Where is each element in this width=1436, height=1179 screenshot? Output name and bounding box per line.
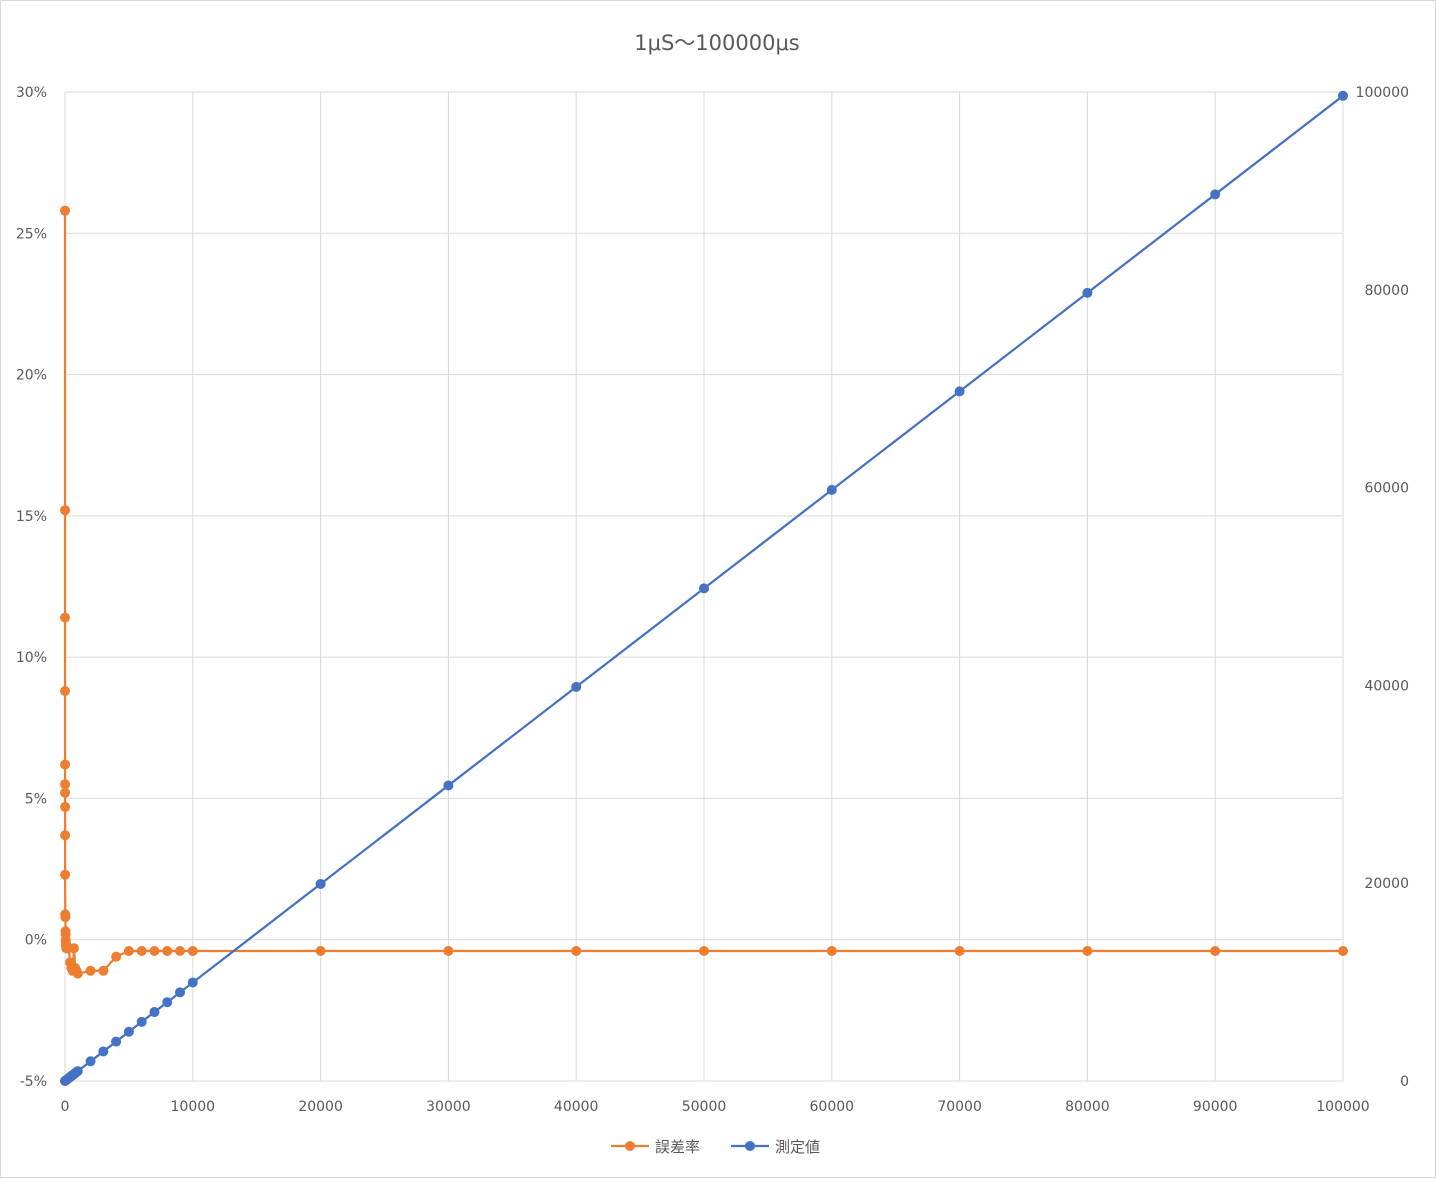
data-point [443, 780, 454, 791]
legend-entry[interactable]: 測定値 [731, 1138, 820, 1156]
x-axis-tick-label: 30000 [426, 1099, 471, 1115]
data-point [72, 968, 83, 979]
data-point [1210, 189, 1221, 200]
series-誤差率 [60, 205, 1348, 979]
legend-label: 誤差率 [655, 1138, 700, 1156]
data-point [98, 1046, 109, 1057]
data-point [187, 946, 198, 957]
plot-area [60, 90, 1348, 1086]
data-point [85, 965, 96, 976]
data-point [60, 801, 71, 812]
data-point [60, 779, 71, 790]
x-axis-tick-label: 80000 [1065, 1099, 1110, 1115]
x-axis-tick-label: 90000 [1193, 1099, 1238, 1115]
data-point [162, 946, 173, 957]
right-axis-tick-label: 100000 [1356, 85, 1409, 101]
left-axis-tick-label: 15% [16, 509, 47, 525]
x-axis-tick-label: 50000 [682, 1099, 727, 1115]
data-point [1082, 287, 1093, 298]
data-point [111, 951, 122, 962]
data-point [149, 1007, 160, 1018]
legend-entry[interactable]: 誤差率 [611, 1138, 700, 1156]
data-point [60, 912, 71, 923]
data-point [68, 943, 79, 954]
left-axis: 30% 25% 20% 15% 10% 5% 0% -5% [16, 85, 47, 1090]
data-point [60, 830, 71, 841]
data-point [136, 1016, 147, 1027]
series-測定値 [60, 90, 1348, 1086]
data-point [85, 1056, 96, 1067]
data-point [60, 759, 71, 770]
data-point [60, 205, 71, 216]
x-axis-tick-label: 70000 [937, 1099, 982, 1115]
data-point [72, 1066, 83, 1077]
data-point [162, 997, 173, 1008]
chart-title: 1μS～100000μs [634, 31, 800, 55]
data-point [699, 583, 709, 594]
left-axis-tick-label: 10% [16, 650, 47, 666]
left-axis-tick-label: 20% [16, 368, 47, 384]
data-point [315, 878, 326, 889]
data-point [699, 946, 709, 957]
x-axis-tick-label: 60000 [810, 1099, 855, 1115]
legend[interactable]: 誤差率 測定値 [611, 1138, 820, 1156]
left-axis-tick-label: 0% [25, 933, 47, 949]
data-point [315, 946, 326, 957]
data-point [60, 505, 71, 516]
data-point [826, 946, 837, 957]
data-point [60, 869, 71, 880]
data-point [443, 946, 454, 957]
data-point [175, 987, 186, 998]
data-point [60, 686, 71, 697]
data-point [123, 1026, 134, 1037]
data-point [1338, 946, 1348, 957]
left-axis-tick-label: 25% [16, 226, 47, 242]
data-point [60, 612, 71, 623]
legend-label: 測定値 [775, 1138, 820, 1156]
x-axis-tick-label: 100000 [1316, 1099, 1369, 1115]
left-axis-tick-label: -5% [20, 1074, 47, 1090]
data-point [1338, 90, 1348, 101]
data-point [136, 946, 147, 957]
right-axis: 100000 80000 60000 40000 20000 0 [1356, 85, 1409, 1090]
data-point [175, 946, 186, 957]
data-point [60, 787, 71, 798]
right-axis-tick-label: 20000 [1364, 876, 1409, 892]
data-point [1210, 946, 1221, 957]
left-axis-tick-label: 5% [25, 791, 47, 807]
legend-marker [745, 1141, 755, 1151]
x-axis-tick-label: 10000 [171, 1099, 216, 1115]
data-point [1082, 946, 1093, 957]
data-point [954, 946, 965, 957]
data-point [98, 965, 109, 976]
x-axis: 0 10000 20000 30000 40000 50000 60000 70000 8000… [61, 1099, 1370, 1115]
data-point [187, 977, 198, 988]
right-axis-tick-label: 60000 [1364, 481, 1409, 497]
data-point [123, 946, 134, 957]
data-point [111, 1036, 122, 1047]
x-axis-tick-label: 0 [61, 1099, 70, 1115]
right-axis-tick-label: 0 [1400, 1074, 1409, 1090]
x-axis-tick-label: 40000 [554, 1099, 599, 1115]
right-axis-tick-label: 80000 [1364, 283, 1409, 299]
data-point [826, 484, 837, 495]
x-axis-tick-label: 20000 [298, 1099, 343, 1115]
data-point [149, 946, 160, 957]
right-axis-tick-label: 40000 [1364, 678, 1409, 694]
data-point [571, 946, 582, 957]
data-point [954, 386, 965, 397]
legend-marker [625, 1141, 635, 1151]
left-axis-tick-label: 30% [16, 85, 47, 101]
data-point [571, 681, 582, 692]
